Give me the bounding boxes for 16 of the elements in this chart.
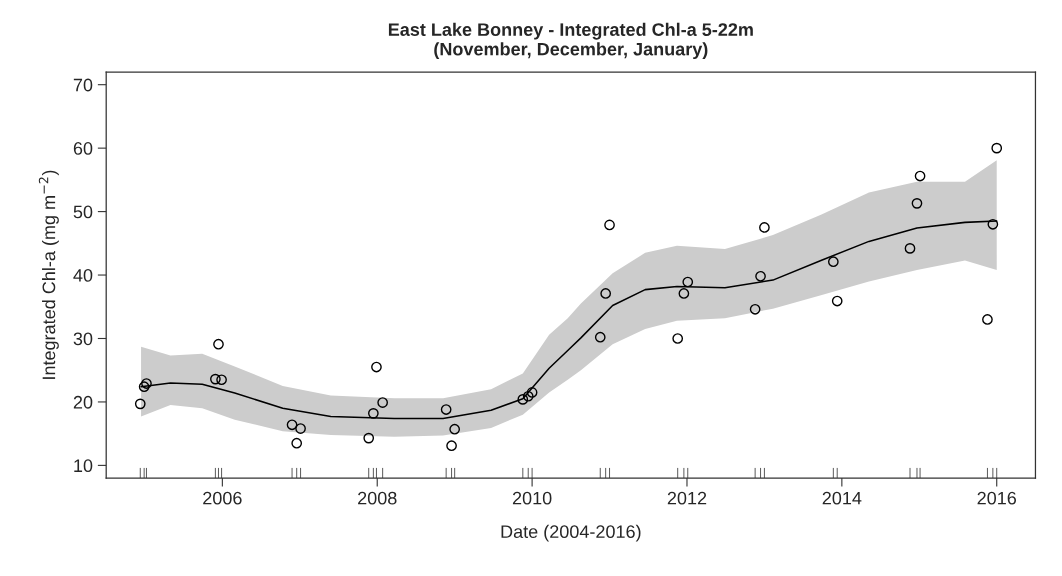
y-tick-label: 50 bbox=[73, 205, 93, 219]
x-tick-label: 2008 bbox=[358, 491, 397, 505]
y-tick-label: 60 bbox=[73, 142, 93, 155]
y-tick-label: 20 bbox=[73, 395, 93, 409]
x-tick-label: 2016 bbox=[977, 491, 1017, 505]
y-tick-label: 70 bbox=[73, 78, 93, 92]
x-axis-title: Date (2004-2016) bbox=[501, 524, 641, 542]
y-axis-title: Integrated Chl-a (mg m$^{−2}$) bbox=[38, 170, 59, 379]
x-tick-label: 2006 bbox=[203, 491, 242, 505]
x-tick-label: 2010 bbox=[512, 491, 552, 505]
y-tick-label: 30 bbox=[73, 332, 93, 346]
x-tick-label: 2012 bbox=[667, 491, 707, 505]
chart-title: East Lake Bonney - Integrated Chl-a 5-22m (November, December, January) bbox=[388, 22, 753, 60]
x-tick-label: 2014 bbox=[822, 491, 862, 505]
y-tick-label: 40 bbox=[73, 268, 93, 282]
y-tick-label: 10 bbox=[74, 459, 93, 473]
